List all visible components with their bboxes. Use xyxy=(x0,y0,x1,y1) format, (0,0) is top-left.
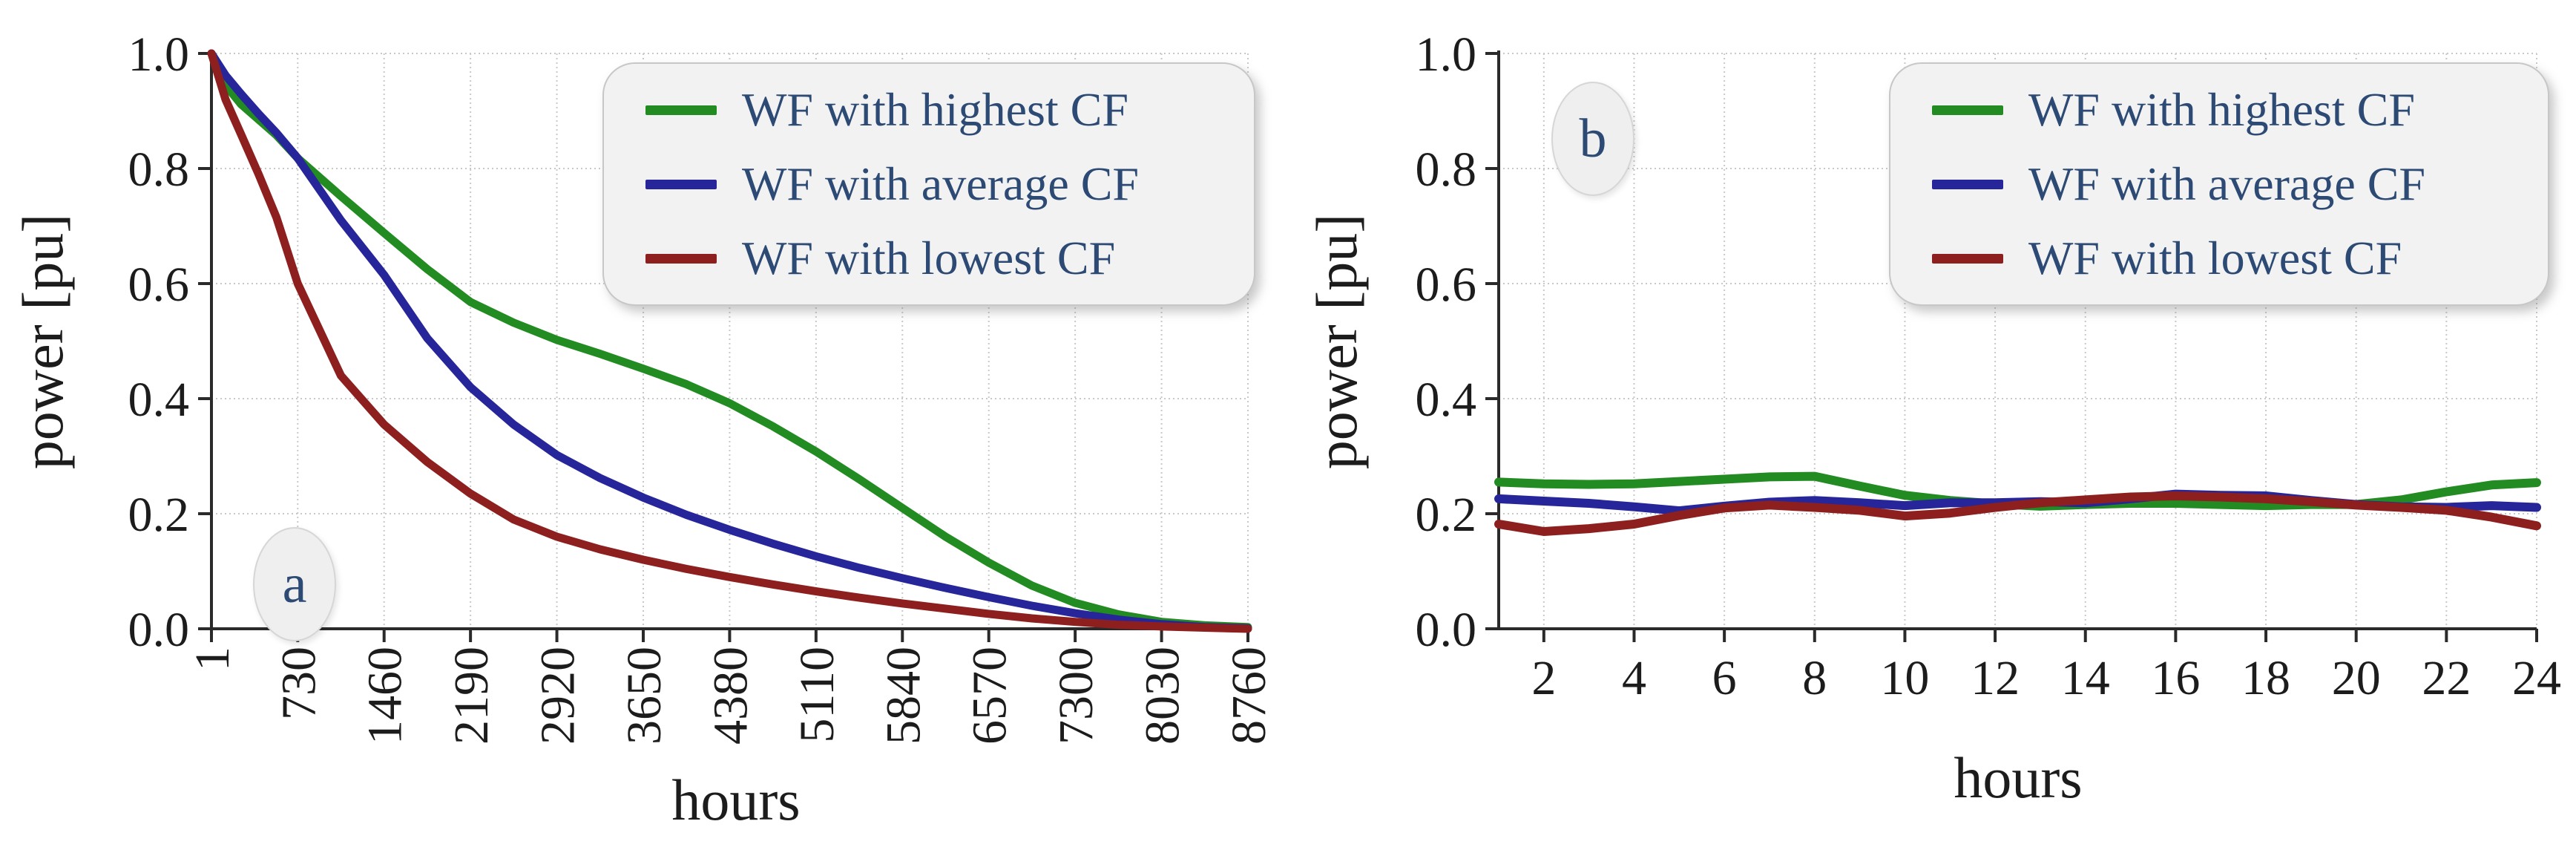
x-tick-label: 10 xyxy=(1880,651,1929,705)
legend-swatch-average-cf xyxy=(1932,179,2003,189)
x-tick-label: 22 xyxy=(2422,651,2471,705)
chart-a-canvas: 1 730 1460 2190 2920 3650 4380 5110 5840 6570 7300… xyxy=(128,27,1277,745)
y-tick-label: 0.4 xyxy=(1416,373,1477,427)
y-tick-label: 0.8 xyxy=(1416,143,1477,197)
x-tick-label: 20 xyxy=(2332,651,2381,705)
legend-item-highest-cf: WF with highest CF xyxy=(1890,73,2548,147)
panel-b: 2 4 6 8 10 12 14 16 18 20 22 24 0.0 0.2 0.4 0.6 0.8 1.0 p… xyxy=(1291,0,2576,850)
x-tick-label: 2 xyxy=(1531,651,1556,705)
x-tick-label: 8 xyxy=(1802,651,1827,705)
x-tick-label: 2190 xyxy=(444,647,499,745)
x-tick-label: 1 xyxy=(185,647,240,671)
panel-badge-a: a xyxy=(253,527,336,641)
legend-swatch-lowest-cf xyxy=(645,253,717,264)
legend-label-highest-cf: WF with highest CF xyxy=(742,83,1128,136)
legend-swatch-average-cf xyxy=(645,179,717,189)
x-tick-label: 3650 xyxy=(617,647,671,745)
x-tick-label: 24 xyxy=(2512,651,2561,705)
x-tick-label: 730 xyxy=(272,647,326,720)
x-tick-label: 18 xyxy=(2241,651,2290,705)
x-tick-label: 4 xyxy=(1622,651,1646,705)
y-tick-label: 0.6 xyxy=(128,258,190,312)
x-tick-label: 16 xyxy=(2151,651,2200,705)
y-tick-label: 0.4 xyxy=(128,373,190,427)
y-tick-label: 1.0 xyxy=(128,27,190,82)
legend-item-lowest-cf: WF with lowest CF xyxy=(1890,221,2548,295)
y-tick-label: 0.0 xyxy=(128,603,190,657)
legend-label-lowest-cf: WF with lowest CF xyxy=(2028,232,2402,284)
legend-item-lowest-cf: WF with lowest CF xyxy=(604,221,1254,295)
x-tick-label: 12 xyxy=(1971,651,2020,705)
legend-b: WF with highest CF WF with average CF WF… xyxy=(1889,62,2549,306)
y-tick-label: 0.0 xyxy=(1416,603,1477,657)
y-tick-label: 0.2 xyxy=(1416,488,1477,542)
legend-item-average-cf: WF with average CF xyxy=(604,147,1254,221)
series-wf-with-lowest-cf xyxy=(207,49,1252,633)
legend-label-average-cf: WF with average CF xyxy=(742,157,1139,210)
x-tick-label: 7300 xyxy=(1049,647,1103,745)
x-tick-label: 8030 xyxy=(1136,647,1190,745)
y-tick-label: 0.2 xyxy=(128,488,190,542)
x-tick-label: 6570 xyxy=(963,647,1017,745)
x-tick-label: 8760 xyxy=(1222,647,1276,745)
x-tick-label: 5840 xyxy=(876,647,930,745)
legend-label-lowest-cf: WF with lowest CF xyxy=(742,232,1116,284)
legend-label-highest-cf: WF with highest CF xyxy=(2028,83,2415,136)
panel-badge-b: b xyxy=(1551,82,1634,196)
y-tick-label: 0.8 xyxy=(128,143,190,197)
y-axis-label-a: power [pu] xyxy=(10,213,75,470)
series-wf-with-lowest-cf xyxy=(1494,491,2541,536)
x-axis-label-b: hours xyxy=(1954,745,2083,810)
legend-item-average-cf: WF with average CF xyxy=(1890,147,2548,221)
legend-a: WF with highest CF WF with average CF WF… xyxy=(602,62,1255,306)
x-tick-label: 2920 xyxy=(531,647,585,745)
y-tick-label: 1.0 xyxy=(1416,27,1477,82)
x-axis-label-a: hours xyxy=(671,768,801,832)
legend-swatch-highest-cf xyxy=(645,105,717,115)
x-tick-label: 6 xyxy=(1712,651,1737,705)
y-axis-label-b: power [pu] xyxy=(1304,213,1369,470)
x-tick-label: 4380 xyxy=(703,647,758,745)
x-tick-label: 14 xyxy=(2061,651,2110,705)
series-wf-with-average-cf xyxy=(207,49,1252,632)
legend-swatch-lowest-cf xyxy=(1932,253,2003,264)
panel-a: 1 730 1460 2190 2920 3650 4380 5110 5840 6570 7300… xyxy=(10,27,1277,832)
x-tick-label: 5110 xyxy=(790,647,844,743)
legend-swatch-highest-cf xyxy=(1932,105,2003,115)
legend-item-highest-cf: WF with highest CF xyxy=(604,73,1254,147)
x-tick-label: 1460 xyxy=(358,647,413,745)
legend-label-average-cf: WF with average CF xyxy=(2028,157,2425,210)
y-tick-label: 0.6 xyxy=(1416,258,1477,312)
